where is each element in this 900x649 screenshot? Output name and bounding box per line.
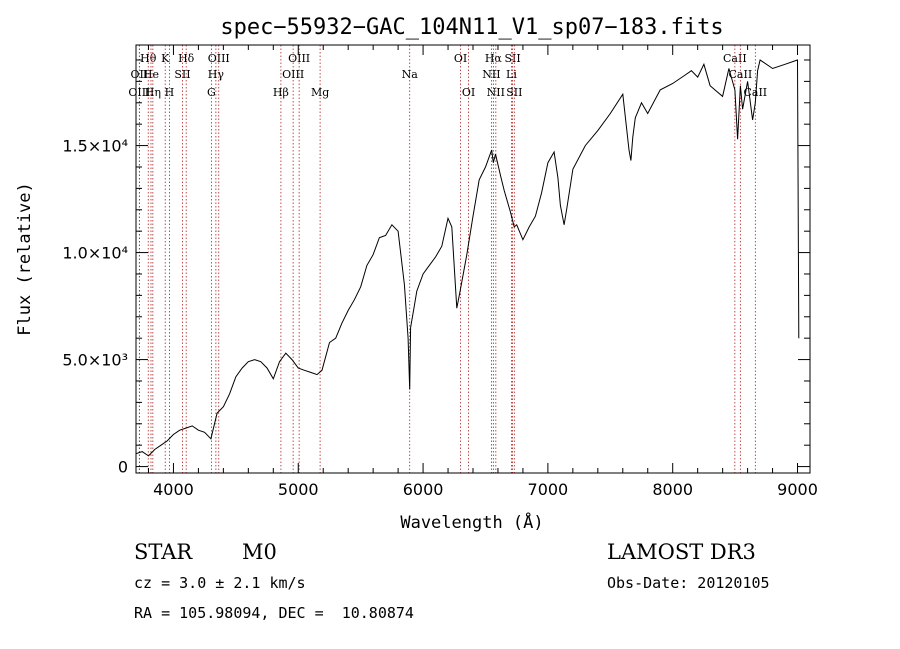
x-axis-label: Wavelength (Å) bbox=[400, 511, 543, 533]
x-tick-label: 7000 bbox=[528, 480, 569, 499]
x-tick-label: 9000 bbox=[777, 480, 818, 499]
object-class: STAR bbox=[134, 540, 193, 564]
line-label: CaII bbox=[729, 68, 753, 81]
ra-dec-coordinates: RA = 105.98094, DEC = 10.80874 bbox=[134, 604, 414, 622]
line-label: CaII bbox=[723, 52, 747, 65]
line-label: NII bbox=[482, 68, 500, 81]
line-label: SII bbox=[504, 52, 520, 65]
line-label: G bbox=[207, 86, 216, 99]
y-tick-label: 5.0×10³ bbox=[62, 351, 128, 370]
x-tick-label: 8000 bbox=[652, 480, 693, 499]
y-axis-label: Flux (relative) bbox=[15, 182, 35, 336]
line-label: He bbox=[143, 68, 159, 81]
line-label: Hη bbox=[145, 86, 161, 99]
x-tick-label: 6000 bbox=[403, 480, 444, 499]
line-label: Hα bbox=[485, 52, 503, 65]
y-tick-label: 1.0×10⁴ bbox=[62, 244, 128, 263]
survey-name: LAMOST DR3 bbox=[607, 540, 756, 564]
line-label: OIII bbox=[128, 86, 150, 99]
line-label: H bbox=[165, 86, 175, 99]
line-label: OIII bbox=[288, 52, 310, 65]
object-subclass: M0 bbox=[242, 540, 277, 564]
x-tick-label: 4000 bbox=[153, 480, 194, 499]
line-label: SII bbox=[174, 68, 190, 81]
line-label: OIII bbox=[282, 68, 304, 81]
line-label: Hγ bbox=[208, 68, 225, 81]
line-label: Mg bbox=[311, 86, 329, 99]
x-tick-label: 5000 bbox=[278, 480, 319, 499]
line-label: NII bbox=[487, 86, 505, 99]
line-label: Hθ bbox=[140, 52, 157, 65]
line-label: Hδ bbox=[178, 52, 195, 65]
redshift-cz: cz = 3.0 ± 2.1 km/s bbox=[134, 574, 306, 592]
plot-frame bbox=[135, 44, 811, 474]
observation-date: Obs-Date: 20120105 bbox=[607, 574, 770, 592]
chart-title: spec−55932−GAC_104N11_V1_sp07−183.fits bbox=[220, 15, 723, 40]
y-tick-label: 0 bbox=[118, 458, 128, 477]
line-label: OI bbox=[462, 86, 475, 99]
line-label: Li bbox=[506, 68, 517, 81]
line-label: K bbox=[161, 52, 170, 65]
y-tick-label: 1.5×10⁴ bbox=[62, 137, 128, 156]
line-label: Na bbox=[402, 68, 419, 81]
line-label: SII bbox=[506, 86, 522, 99]
flux-series-line bbox=[135, 59, 800, 457]
line-label: OIII bbox=[208, 52, 230, 65]
line-label: OI bbox=[454, 52, 467, 65]
axis-ticks: 4000 5000 6000 7000 8000 9000 0 5.0×10³ 1.0×10⁴ 1… bbox=[62, 45, 818, 499]
line-label: Hβ bbox=[273, 86, 289, 99]
